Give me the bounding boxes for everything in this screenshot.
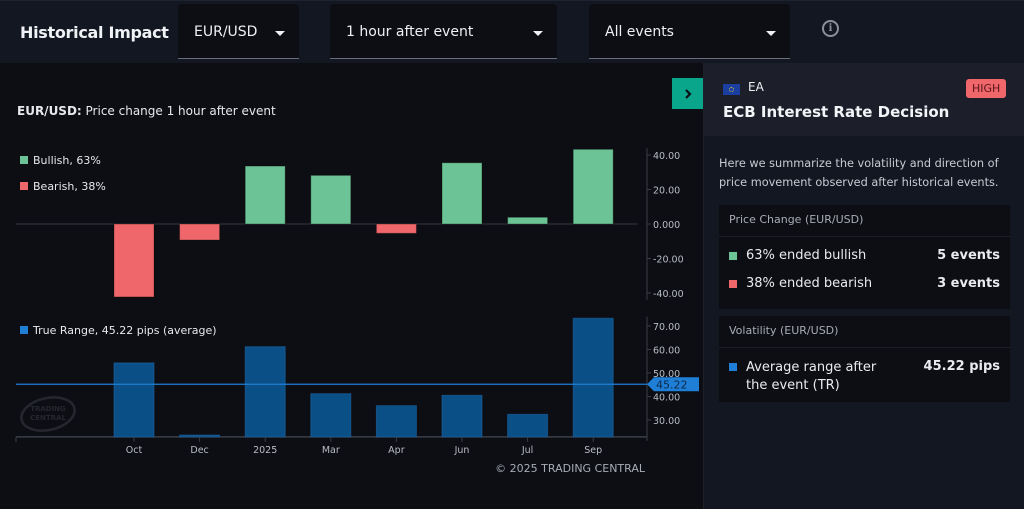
- info-icon[interactable]: i: [822, 20, 839, 37]
- caret-down-icon: [766, 31, 776, 36]
- bar-2025: [244, 165, 286, 225]
- bar-Jul: [507, 216, 549, 225]
- bearish-count: 3 events: [937, 276, 1000, 291]
- event-filter-select-value: All events: [605, 24, 674, 40]
- y-tick-label: -40.00: [653, 289, 684, 300]
- caret-down-icon: [533, 31, 543, 36]
- range-bar-Jul: [507, 413, 549, 438]
- bar-Mar: [310, 174, 352, 225]
- bar-Apr: [375, 223, 417, 234]
- bar-Jun: [441, 162, 483, 225]
- eu-flag-icon: [723, 84, 740, 95]
- x-tick-label: Oct: [126, 445, 143, 456]
- bearish-row: 38% ended bearish 3 events: [719, 271, 1010, 299]
- bar-Dec: [179, 223, 221, 241]
- bearish-label: 38% ended bearish: [746, 276, 873, 291]
- chevron-right-icon: [684, 88, 692, 99]
- charts-svg: TRADING CENTRAL Bullish, 63% Bearish, 38…: [15, 148, 699, 475]
- trading-central-watermark: TRADING CENTRAL: [20, 396, 76, 432]
- average-label: 45.22: [656, 379, 688, 392]
- range-bar-Oct: [113, 362, 155, 438]
- symbol-select-value: EUR/USD: [194, 24, 258, 40]
- y-tick-label: -20.00: [653, 255, 684, 266]
- impact-badge: HIGH: [966, 79, 1007, 98]
- average-label-tag: [647, 377, 699, 392]
- volatility-row: Average range after the event (TR) 45.22…: [719, 354, 1010, 396]
- volatility-label: Average range after the event (TR): [746, 360, 877, 393]
- range-bar-2025: [244, 346, 286, 438]
- legend-bullish-label: Bullish, 63%: [33, 154, 101, 167]
- chart-title-symbol: EUR/USD:: [17, 104, 82, 118]
- top-bar: Historical Impact EUR/USD 1 hour after e…: [0, 0, 1024, 63]
- x-tick-label: Mar: [322, 445, 340, 456]
- y-tick-label: 40.00: [653, 393, 680, 404]
- bullish-count: 5 events: [937, 248, 1000, 263]
- y-tick-label: 30.00: [653, 416, 680, 427]
- legend-bearish-swatch: [20, 182, 28, 190]
- volatility-value: 45.22 pips: [923, 359, 1000, 374]
- caret-down-icon: [275, 31, 285, 36]
- range-swatch: [729, 363, 737, 371]
- x-tick-label: Apr: [388, 445, 405, 456]
- event-name: ECB Interest Rate Decision: [723, 103, 950, 121]
- chart-title-text: Price change 1 hour after event: [81, 104, 276, 118]
- y-tick-label: 70.00: [653, 322, 680, 333]
- volatility-card: Volatility (EUR/USD) Average range after…: [719, 316, 1010, 402]
- range-bar-Mar: [310, 393, 352, 438]
- price-change-card: Price Change (EUR/USD) 63% ended bullish…: [719, 205, 1010, 309]
- bullish-swatch: [729, 252, 737, 260]
- x-tick-label: Jun: [454, 445, 470, 456]
- price-change-heading: Price Change (EUR/USD): [719, 205, 1010, 237]
- x-tick-label: 2025: [253, 445, 277, 456]
- page-title: Historical Impact: [20, 23, 169, 42]
- x-tick-label: Sep: [584, 445, 602, 456]
- watermark-line1: TRADING: [30, 405, 66, 413]
- true-range-chart: Oct Dec 2025 Mar Apr Jun Jul Sep 70.00 60.00 50.00…: [15, 316, 699, 456]
- volatility-heading: Volatility (EUR/USD): [719, 316, 1010, 348]
- bullish-row: 63% ended bullish 5 events: [719, 243, 1010, 271]
- range-bar-Jun: [441, 394, 483, 438]
- legend-bearish-label: Bearish, 38%: [33, 180, 106, 193]
- legend-bullish-swatch: [20, 156, 28, 164]
- range-bar-Apr: [375, 405, 417, 438]
- y-tick-label: 50.00: [653, 369, 680, 380]
- country-code: EA: [748, 80, 764, 94]
- bullish-label: 63% ended bullish: [746, 248, 867, 263]
- timeframe-select-value: 1 hour after event: [346, 24, 474, 40]
- price-change-chart: 40.00 20.00 0.000 -20.00 -40.00: [16, 148, 684, 300]
- event-header: EA HIGH ECB Interest Rate Decision: [704, 63, 1024, 136]
- legend-range-swatch: [20, 326, 28, 334]
- y-tick-label: 0.000: [653, 220, 680, 231]
- timeframe-select[interactable]: 1 hour after event: [330, 4, 557, 59]
- symbol-select[interactable]: EUR/USD: [178, 4, 299, 59]
- y-tick-label: 60.00: [653, 346, 680, 357]
- legend-range-label: True Range, 45.22 pips (average): [32, 324, 217, 337]
- range-bar-Dec: [179, 434, 221, 438]
- x-tick-label: Jul: [521, 445, 533, 456]
- event-details-panel: EA HIGH ECB Interest Rate Decision Here …: [703, 63, 1024, 509]
- y-tick-label: 40.00: [653, 151, 680, 162]
- x-tick-label: Dec: [190, 445, 208, 456]
- bar-Oct: [113, 223, 155, 298]
- chart-title: EUR/USD: Price change 1 hour after event: [17, 104, 276, 118]
- bar-Sep: [572, 148, 614, 225]
- event-filter-select[interactable]: All events: [589, 4, 790, 59]
- summary-text: Here we summarize the volatility and dir…: [719, 157, 999, 189]
- range-bar-Sep: [572, 317, 614, 438]
- collapse-panel-button[interactable]: [672, 78, 703, 109]
- y-tick-label: 20.00: [653, 186, 680, 197]
- bearish-swatch: [729, 280, 737, 288]
- watermark-line2: CENTRAL: [30, 414, 66, 422]
- copyright: © 2025 TRADING CENTRAL: [495, 462, 646, 475]
